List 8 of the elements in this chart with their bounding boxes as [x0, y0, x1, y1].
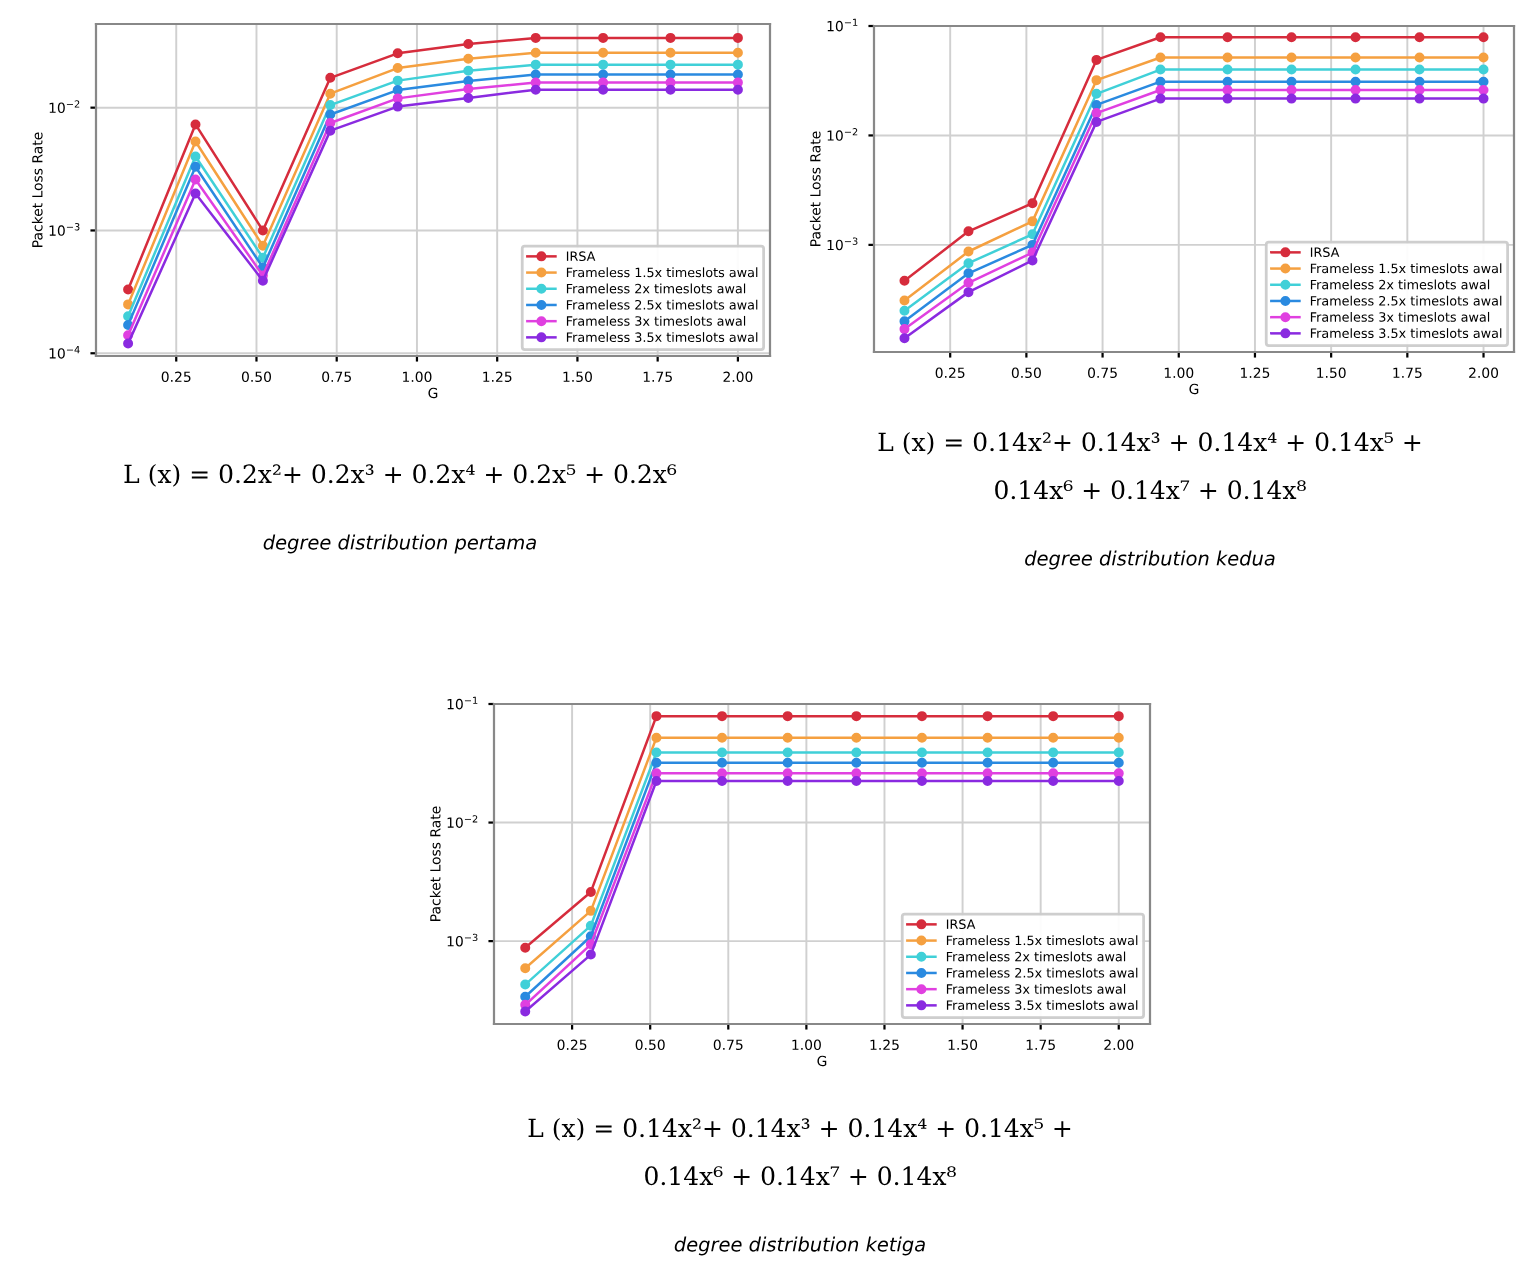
text: degree distribution pertama	[263, 534, 536, 554]
text: 0.14x⁶ + 0.14x⁷ + 0.14x⁸	[995, 480, 1306, 500]
text: L (x) = 0.2x²+ 0.2x³ + 0.2x⁴ + 0.2x⁵ + 0.2x⁶	[124, 463, 677, 487]
text: degree distribution kedua	[1025, 550, 1275, 570]
text: L (x) = 0.14x²+ 0.14x³ + 0.14x⁴ + 0.14x⁵ +	[528, 1117, 1071, 1141]
text: degree distribution ketiga	[674, 1236, 925, 1256]
text: L (x) = 0.14x²+ 0.14x³ + 0.14x⁴ + 0.14x⁵ +	[878, 431, 1421, 455]
text: 0.14x⁶ + 0.14x⁷ + 0.14x⁸	[645, 1166, 956, 1186]
